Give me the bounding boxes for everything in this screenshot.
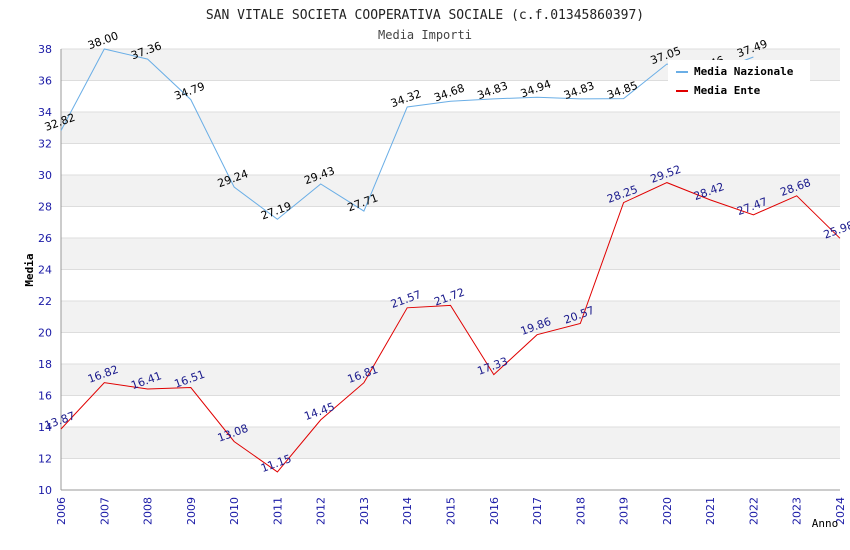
y-tick-label: 32 — [38, 138, 52, 151]
x-tick-label: 2020 — [661, 497, 674, 525]
x-tick-labels: 2006 2007 2008 2009 2010 2011 2012 2013 2014 2015… — [55, 497, 847, 525]
plot-band — [61, 238, 840, 270]
legend: Media Nazionale Media Ente — [668, 60, 810, 102]
x-tick-label: 2021 — [704, 497, 717, 525]
legend-label-nazionale: Media Nazionale — [694, 65, 794, 78]
x-tick-label: 2012 — [315, 497, 328, 525]
y-axis-label: Media — [23, 253, 36, 286]
y-tick-label: 34 — [38, 106, 52, 119]
y-tick-label: 22 — [38, 295, 52, 308]
x-tick-label: 2018 — [574, 497, 587, 525]
x-tick-label: 2008 — [142, 497, 155, 525]
x-tick-label: 2017 — [531, 497, 544, 525]
y-tick-label: 14 — [38, 421, 52, 434]
x-tick-label: 2009 — [185, 497, 198, 525]
chart-subtitle: Media Importi — [378, 28, 472, 42]
data-label-nazionale: 34.32 — [389, 87, 423, 110]
y-tick-label: 24 — [38, 264, 52, 277]
plot-bands — [61, 49, 840, 459]
x-tick-label: 2023 — [791, 497, 804, 525]
x-tick-label: 2006 — [55, 497, 68, 525]
y-tick-label: 36 — [38, 75, 52, 88]
series-line-ente — [60, 182, 841, 473]
x-tick-label: 2015 — [445, 497, 458, 525]
data-label-ente: 14.45 — [302, 400, 336, 423]
y-tick-label: 10 — [38, 484, 52, 497]
y-tick-label: 26 — [38, 232, 52, 245]
plot-band — [61, 112, 840, 144]
x-tick-label: 2019 — [618, 497, 631, 525]
x-tick-label: 2024 — [834, 497, 847, 525]
x-tick-label: 2014 — [401, 497, 414, 525]
x-tick-label: 2016 — [488, 497, 501, 525]
axes — [60, 49, 840, 491]
x-tick-label: 2007 — [98, 497, 111, 525]
y-tick-label: 38 — [38, 43, 52, 56]
x-tick-label: 2011 — [271, 497, 284, 525]
chart-title: SAN VITALE SOCIETA COOPERATIVA SOCIALE (… — [206, 8, 644, 23]
series-line-nazionale — [60, 48, 754, 220]
data-label-nazionale: 34.79 — [173, 80, 207, 103]
plot-band — [61, 364, 840, 396]
legend-label-ente: Media Ente — [694, 84, 761, 97]
y-tick-label: 30 — [38, 169, 52, 182]
plot-band — [61, 175, 840, 207]
x-tick-label: 2010 — [228, 497, 241, 525]
y-tick-labels: 10 12 14 16 18 20 22 24 26 28 30 32 34 36 38 — [38, 43, 52, 497]
x-tick-label: 2022 — [747, 497, 760, 525]
legend-box — [668, 60, 810, 102]
y-tick-label: 20 — [38, 327, 52, 340]
plot-band — [61, 427, 840, 459]
y-tick-label: 12 — [38, 453, 52, 466]
y-tick-label: 16 — [38, 390, 52, 403]
series-lines — [60, 48, 841, 473]
y-tick-label: 18 — [38, 358, 52, 371]
x-tick-label: 2013 — [358, 497, 371, 525]
y-tick-label: 28 — [38, 201, 52, 214]
x-axis-label: Anno — [812, 517, 839, 530]
